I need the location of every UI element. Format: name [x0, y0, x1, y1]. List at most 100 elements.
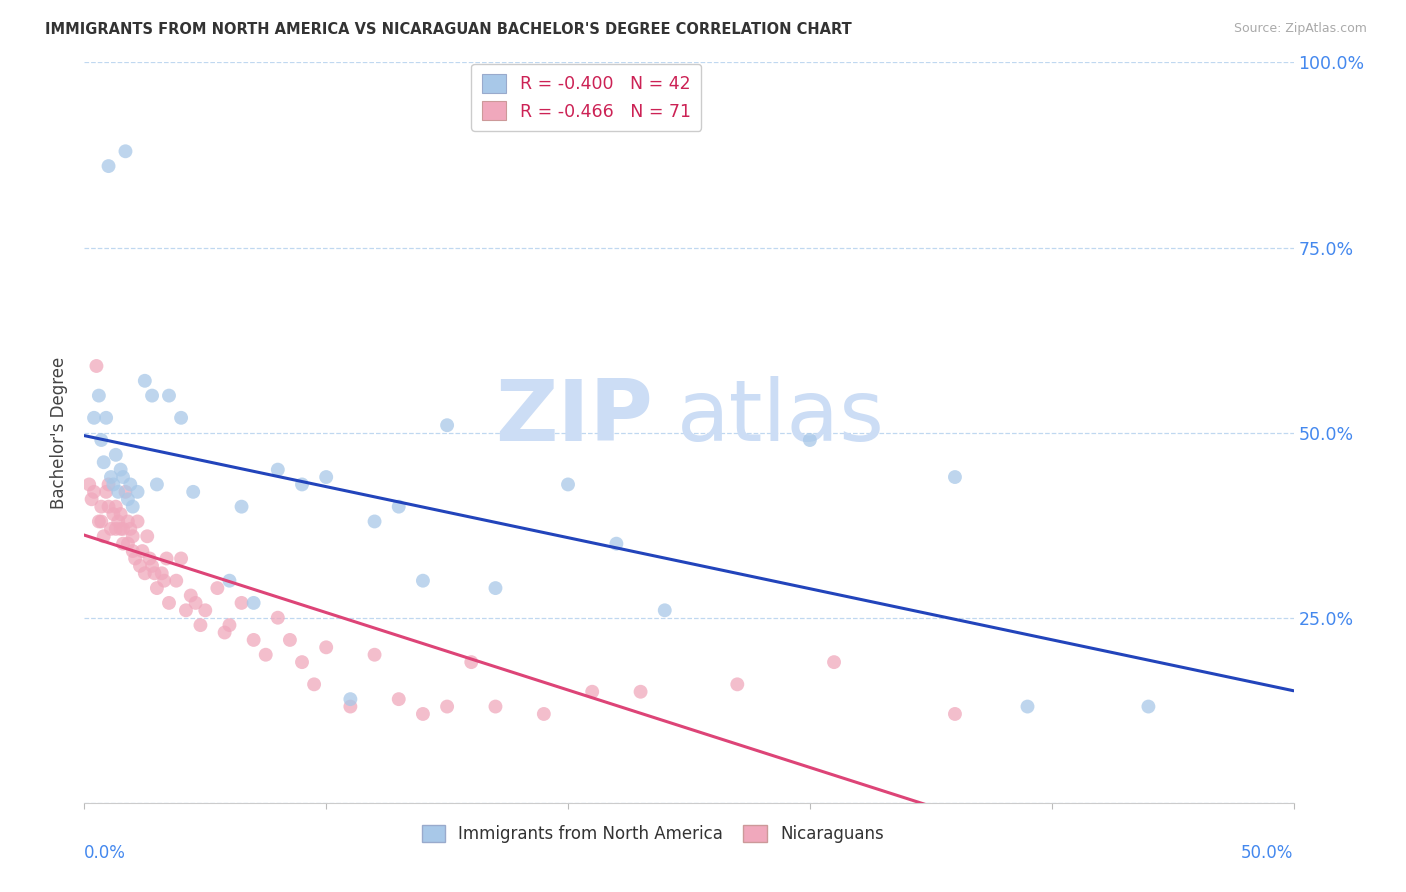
Point [104, 448, 127, 462]
Point [127, 484, 149, 499]
Point [90, 500, 112, 514]
Point [725, 677, 748, 691]
Point [157, 596, 180, 610]
Point [87, 388, 110, 402]
Point [436, 418, 458, 433]
Point [143, 566, 166, 581]
Point [150, 566, 173, 581]
Text: ZIP: ZIP [495, 376, 652, 459]
Point [121, 529, 143, 543]
Point [90, 515, 112, 529]
Point [339, 692, 361, 706]
Text: Source: ZipAtlas.com: Source: ZipAtlas.com [1233, 22, 1367, 36]
Point [339, 699, 361, 714]
Legend: Immigrants from North America, Nicaraguans: Immigrants from North America, Nicaragua… [415, 819, 890, 850]
Point [267, 610, 290, 624]
Point [146, 581, 169, 595]
Point [153, 574, 176, 588]
Point [97, 159, 120, 173]
Point [484, 699, 506, 714]
Point [110, 507, 132, 521]
Point [141, 388, 163, 402]
Point [136, 529, 159, 543]
Point [291, 477, 314, 491]
Point [138, 551, 160, 566]
Point [943, 706, 966, 721]
Point [242, 596, 264, 610]
Point [155, 551, 177, 566]
Point [80, 492, 103, 507]
Point [799, 433, 821, 447]
Point [315, 470, 337, 484]
Point [315, 640, 337, 655]
Point [157, 388, 180, 402]
Point [605, 536, 627, 550]
Point [107, 515, 129, 529]
Point [412, 706, 434, 721]
Point [87, 515, 110, 529]
Point [90, 433, 112, 447]
Point [214, 625, 236, 640]
Point [97, 500, 120, 514]
Point [110, 522, 132, 536]
Point [83, 484, 105, 499]
Point [184, 596, 207, 610]
Point [242, 632, 264, 647]
Point [557, 477, 579, 491]
Point [100, 522, 122, 536]
Point [110, 462, 132, 476]
Point [291, 655, 314, 669]
Point [218, 574, 240, 588]
Point [112, 522, 135, 536]
Point [943, 470, 966, 484]
Point [97, 477, 120, 491]
Point [363, 648, 385, 662]
Point [77, 477, 100, 491]
Point [231, 500, 253, 514]
Point [129, 558, 152, 573]
Point [823, 655, 845, 669]
Point [218, 618, 240, 632]
Point [412, 574, 434, 588]
Text: IMMIGRANTS FROM NORTH AMERICA VS NICARAGUAN BACHELOR'S DEGREE CORRELATION CHART: IMMIGRANTS FROM NORTH AMERICA VS NICARAG… [45, 22, 852, 37]
Point [278, 632, 301, 647]
Point [103, 477, 125, 491]
Point [94, 410, 117, 425]
Point [165, 574, 187, 588]
Point [112, 470, 135, 484]
Text: atlas: atlas [676, 376, 884, 459]
Point [170, 551, 193, 566]
Point [121, 544, 143, 558]
Point [254, 648, 277, 662]
Point [1017, 699, 1039, 714]
Point [654, 603, 676, 617]
Point [436, 699, 458, 714]
Point [124, 551, 146, 566]
Point [127, 515, 149, 529]
Point [181, 484, 204, 499]
Text: 0.0%: 0.0% [84, 844, 127, 862]
Point [104, 500, 127, 514]
Point [194, 603, 217, 617]
Point [93, 455, 115, 469]
Point [174, 603, 197, 617]
Point [146, 477, 169, 491]
Point [388, 500, 411, 514]
Point [134, 374, 156, 388]
Point [533, 706, 555, 721]
Point [1137, 699, 1160, 714]
Point [134, 566, 156, 581]
Point [117, 515, 139, 529]
Point [112, 536, 135, 550]
Point [630, 685, 652, 699]
Point [180, 589, 202, 603]
Text: 50.0%: 50.0% [1241, 844, 1294, 862]
Point [86, 359, 108, 373]
Point [114, 484, 136, 499]
Point [141, 558, 163, 573]
Point [131, 544, 153, 558]
Point [388, 692, 411, 706]
Point [103, 507, 125, 521]
Point [93, 529, 115, 543]
Y-axis label: Bachelor's Degree: Bachelor's Degree [51, 357, 69, 508]
